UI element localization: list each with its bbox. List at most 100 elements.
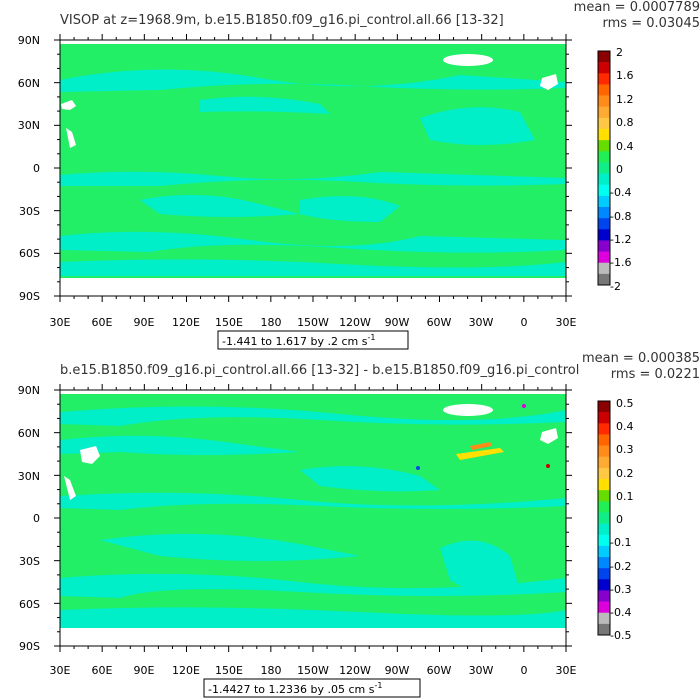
colorbar-swatch [598, 601, 610, 614]
lat-label: 90N [18, 384, 40, 397]
colorbar-label: -0.4 [610, 186, 631, 199]
lon-label: 0 [521, 316, 528, 329]
colorbar-label: 0 [616, 513, 623, 526]
lon-label: 180 [261, 664, 282, 677]
lon-label: 120W [339, 664, 371, 677]
panel-1-range-text: -1.441 to 1.617 by .2 cm s [222, 335, 368, 348]
colorbar-swatch [598, 590, 610, 602]
lat-label: 30N [18, 470, 40, 483]
colorbar-label: -0.3 [610, 583, 631, 596]
panel-1-colorbar-swatches [597, 50, 611, 286]
colorbar-swatch [598, 207, 610, 219]
colorbar-swatch [598, 445, 610, 458]
colorbar-swatch [598, 434, 610, 446]
colorbar-swatch [598, 95, 610, 108]
panel-2-lat-labels: 90N 60N 30N 0 30S 60S 90S [18, 384, 40, 653]
panel-1-antarctica-mask [60, 278, 566, 296]
lon-label: 150W [297, 664, 329, 677]
colorbar-label: -0.4 [610, 606, 631, 619]
lon-label: 90E [134, 664, 155, 677]
colorbar-label: 0.5 [616, 397, 634, 410]
panel-2-colorbar-swatches [597, 400, 611, 636]
panel-1-range-exponent: -1 [367, 333, 375, 342]
colorbar-swatch [598, 467, 610, 480]
colorbar-frame [597, 400, 611, 636]
lon-label: 30E [50, 316, 71, 329]
colorbar-label: 0 [616, 163, 623, 176]
panel-1-range-box: -1.441 to 1.617 by .2 cm s-1 [217, 330, 409, 350]
colorbar-swatch [598, 195, 610, 208]
colorbar-label: -0.1 [610, 536, 631, 549]
lon-label: 0 [521, 664, 528, 677]
colorbar-swatch [598, 401, 610, 413]
panel-2-range-text: -1.4427 to 1.2336 by .05 cm s [208, 683, 375, 696]
panel-1-arctic-ice [443, 54, 493, 66]
colorbar-swatch [598, 456, 610, 469]
colorbar-swatch [598, 623, 610, 636]
lat-label: 90S [19, 640, 40, 653]
lat-label: 90N [18, 34, 40, 47]
colorbar-swatch [598, 534, 610, 547]
colorbar-swatch [598, 173, 610, 186]
panel-1-rms: rms = 0.03045 [603, 16, 700, 31]
lon-label: 120E [172, 664, 200, 677]
colorbar-swatch [598, 490, 610, 502]
colorbar-swatch [598, 423, 610, 435]
panel-2-range-box: -1.4427 to 1.2336 by .05 cm s-1 [203, 678, 421, 698]
colorbar-swatch [598, 262, 610, 275]
colorbar-swatch [598, 479, 610, 491]
colorbar-label: 2 [616, 46, 623, 59]
panel-2-lon-labels: 30E 60E 90E 120E 150E 180 150W 120W 90W … [50, 664, 577, 677]
panel-2-rms: rms = 0.0221 [611, 367, 700, 382]
colorbar-swatch [598, 568, 610, 580]
lat-label: 30S [19, 205, 40, 218]
lat-label: 0 [33, 512, 40, 525]
lon-label: 60E [92, 664, 113, 677]
colorbar-swatch [598, 106, 610, 119]
colorbar-swatch [598, 545, 610, 558]
colorbar-swatch [598, 140, 610, 152]
colorbar-label: 0.2 [616, 467, 634, 480]
colorbar-swatch [598, 129, 610, 141]
colorbar-label: 1.6 [616, 69, 634, 82]
lon-label: 120W [339, 316, 371, 329]
panel-2: b.e15.B1850.f09_g16.pi_control.all.66 [1… [18, 351, 700, 698]
panel-1-mean: mean = 0.0007789 [574, 0, 700, 15]
panel-2-range-exponent: -1 [374, 681, 382, 690]
colorbar-swatch [598, 251, 610, 264]
colorbar-swatch [598, 84, 610, 96]
colorbar-label: 0.8 [616, 116, 634, 129]
panel-2-title: b.e15.B1850.f09_g16.pi_control.all.66 [1… [60, 363, 579, 378]
colorbar-frame [597, 50, 611, 286]
lat-label: 60N [18, 77, 40, 90]
colorbar-label: 0.1 [616, 490, 634, 503]
colorbar-label: 1.2 [616, 93, 634, 106]
lon-label: 150E [215, 316, 243, 329]
colorbar-swatch [598, 612, 610, 625]
colorbar-swatch [598, 557, 610, 569]
colorbar-swatch [598, 240, 610, 252]
panel-2-map [54, 384, 572, 652]
lon-label: 30W [469, 316, 494, 329]
colorbar-swatch [598, 184, 610, 197]
lat-label: 90S [19, 290, 40, 303]
lon-label: 30E [556, 664, 577, 677]
colorbar-swatch [598, 51, 610, 63]
lon-label: 60E [92, 316, 113, 329]
colorbar-label: 0.3 [616, 443, 634, 456]
lon-label: 60W [427, 664, 452, 677]
colorbar-label: -0.5 [610, 629, 631, 642]
colorbar-swatch [598, 412, 610, 424]
lon-label: 180 [261, 316, 282, 329]
colorbar-label: 0.4 [616, 140, 634, 153]
lon-label: 120E [172, 316, 200, 329]
panel-1-title: VISOP at z=1968.9m, b.e15.B1850.f09_g16.… [60, 13, 504, 28]
lat-label: 60S [19, 247, 40, 260]
panel-2-mean: mean = 0.000385 [582, 351, 700, 366]
panel-1-colorbar: 2 1.6 1.2 0.8 0.4 0 -0.4 -0.8 -1.2 -1.6 … [597, 46, 634, 293]
colorbar-label: -0.8 [610, 210, 631, 223]
lon-label: 30W [469, 664, 494, 677]
colorbar-swatch [598, 117, 610, 130]
lat-label: 60S [19, 598, 40, 611]
panel-1-lon-labels: 30E 60E 90E 120E 150E 180 150W 120W 90W … [50, 316, 577, 329]
